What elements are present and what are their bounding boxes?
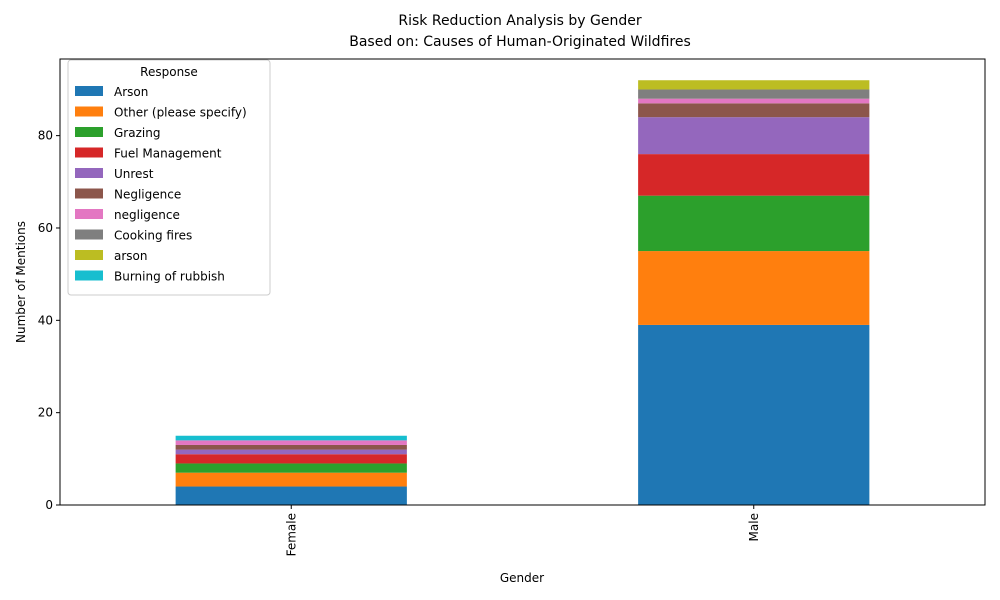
- x-tick-label-female: Female: [284, 513, 298, 556]
- legend-label: Arson: [114, 85, 148, 99]
- legend-label: Other (please specify): [114, 106, 247, 120]
- y-axis-label: Number of Mentions: [14, 221, 28, 343]
- legend-swatch: [75, 168, 103, 178]
- bar-segment-female-2: [175, 463, 407, 473]
- y-axis: 0 20 40 60 80: [38, 129, 60, 512]
- bar-segment-female-9: [175, 435, 407, 441]
- legend-swatch: [75, 127, 103, 137]
- y-tick-label: 60: [38, 221, 53, 235]
- legend-label: Fuel Management: [114, 147, 222, 161]
- legend-swatch: [75, 270, 103, 281]
- legend-label: Burning of rubbish: [114, 270, 225, 284]
- bar-segment-female-3: [175, 454, 407, 464]
- legend-swatch: [75, 106, 103, 117]
- bar-segment-male-3: [638, 154, 870, 196]
- y-tick-label: 40: [38, 313, 53, 327]
- legend-swatch: [75, 250, 103, 260]
- legend-label: Grazing: [114, 126, 160, 140]
- legend-title: Response: [140, 65, 198, 79]
- y-tick-label: 80: [38, 129, 53, 143]
- legend-frame: [67, 59, 271, 296]
- chart-subtitle: Based on: Causes of Human-Originated Wil…: [349, 34, 691, 50]
- bar-segment-male-5: [638, 103, 870, 118]
- legend-swatch: [75, 86, 103, 96]
- chart-title: Risk Reduction Analysis by Gender: [398, 13, 641, 29]
- legend-swatch: [75, 147, 103, 158]
- bar-segment-male-4: [638, 117, 870, 155]
- bar-segment-female-6: [175, 440, 407, 445]
- x-axis: Female Male: [284, 505, 761, 556]
- bar-segment-male-7: [638, 89, 870, 99]
- legend-label: arson: [114, 249, 148, 263]
- legend-swatch: [75, 209, 103, 219]
- bar-segment-female-4: [175, 449, 407, 455]
- bar-segment-female-1: [175, 472, 407, 487]
- plot-area: [175, 80, 870, 505]
- legend-label: Cooking fires: [114, 229, 192, 243]
- legend-label: negligence: [114, 208, 180, 222]
- legend-label: Negligence: [114, 188, 181, 202]
- legend-swatch: [75, 229, 103, 240]
- x-tick-label-male: Male: [747, 513, 761, 541]
- y-tick-label: 20: [38, 406, 53, 420]
- y-tick-label: 0: [45, 498, 53, 512]
- bar-segment-male-0: [638, 324, 870, 505]
- legend-label: Unrest: [114, 167, 154, 181]
- bar-segment-male-6: [638, 98, 870, 104]
- bar-segment-male-2: [638, 195, 870, 252]
- x-axis-label: Gender: [500, 571, 544, 585]
- bar-segment-male-8: [638, 80, 870, 90]
- bar-segment-male-1: [638, 251, 870, 325]
- legend: Response Arson Other (please specify) Graz…: [67, 59, 271, 296]
- legend-swatch: [75, 188, 103, 199]
- bar-segment-female-5: [175, 444, 407, 450]
- bar-segment-female-0: [175, 486, 407, 505]
- plot-frame: [59, 58, 986, 506]
